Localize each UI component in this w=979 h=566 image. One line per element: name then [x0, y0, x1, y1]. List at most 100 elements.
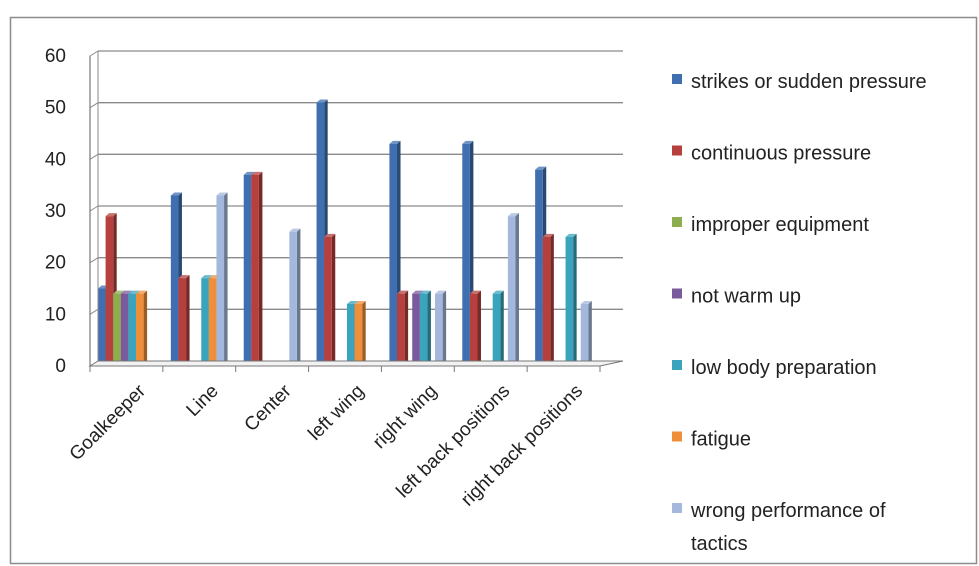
y-tick-label: 40	[45, 149, 66, 170]
bar-side	[405, 291, 409, 366]
bar-side	[515, 213, 519, 366]
bar-side	[500, 291, 504, 366]
y-tick-label: 20	[45, 253, 66, 274]
bar-side	[477, 291, 481, 366]
bar	[216, 193, 227, 367]
legend-label: improper equipment	[691, 214, 869, 236]
legend-label-line: tactics	[691, 533, 748, 555]
bar	[289, 229, 300, 366]
bar-side	[427, 291, 431, 366]
legend-swatch	[672, 74, 682, 84]
legend-label: wrong performance of tactics	[690, 500, 886, 555]
bar-front	[420, 294, 428, 366]
x-tick-label: right wing	[369, 381, 441, 453]
x-tick-label: Center	[241, 380, 297, 436]
legend-label: not warm up	[691, 286, 801, 308]
legend-swatch	[672, 289, 682, 299]
floor	[90, 361, 623, 366]
bar-front	[412, 294, 420, 366]
bar-front	[508, 216, 516, 366]
bar-side	[588, 301, 592, 366]
bar-side	[144, 291, 148, 366]
bar-front	[128, 294, 136, 366]
legend-label: continuous pressure	[691, 143, 871, 165]
legend-label-line: low body preparation	[691, 357, 877, 379]
bar-front	[251, 175, 259, 366]
legend-item: wrong performance of tactics	[672, 500, 886, 555]
bar-side	[362, 301, 366, 366]
bar-front	[389, 144, 397, 366]
bar-front	[178, 278, 186, 366]
gridline-side	[90, 154, 98, 159]
x-axis-ticks: Goalkeeper Line Center left wing right wingl…	[66, 380, 587, 510]
bar-front	[470, 294, 478, 366]
bars	[98, 100, 592, 367]
legend-item: improper equipment	[672, 214, 869, 236]
bar	[508, 213, 519, 366]
legend-item: strikes or sudden pressure	[672, 71, 927, 93]
bar-front	[493, 294, 501, 366]
legend-label-line: not warm up	[691, 286, 801, 308]
legend-item: continuous pressure	[672, 143, 871, 165]
legend-label-line: strikes or sudden pressure	[691, 71, 927, 93]
bar-front	[347, 304, 355, 366]
bar	[470, 291, 481, 366]
y-tick-label: 0	[55, 356, 66, 377]
bar-front	[543, 237, 551, 366]
y-axis-ticks: 0 10 20 30 40 50 60	[45, 46, 66, 377]
bar	[136, 291, 147, 366]
bar-side	[297, 229, 301, 366]
bar-side	[186, 275, 190, 366]
gridline-side	[90, 206, 98, 211]
legend-label-line: fatigue	[691, 429, 751, 451]
x-tick-label: left wing	[304, 381, 368, 445]
bar-front	[209, 278, 217, 366]
legend-item: fatigue	[672, 429, 751, 451]
bar	[493, 291, 504, 366]
bar-side	[443, 291, 447, 366]
bar-side	[332, 234, 336, 366]
bar-front	[397, 294, 405, 366]
bar-front	[171, 196, 179, 367]
bar-front	[535, 170, 543, 366]
legend-item: not warm up	[672, 286, 801, 308]
bar-side	[550, 234, 554, 366]
bar-front	[462, 144, 470, 366]
legend-swatch	[672, 432, 682, 442]
legend-label-line: continuous pressure	[691, 143, 871, 165]
bar-front	[317, 103, 325, 367]
bar-front	[581, 304, 589, 366]
legend-swatch	[672, 146, 682, 156]
bar-side	[224, 193, 228, 367]
legend-swatch	[672, 217, 682, 227]
gridline-side	[90, 309, 98, 314]
x-tick-label: Goalkeeper	[66, 380, 151, 465]
bar	[355, 301, 366, 366]
bar	[566, 234, 577, 366]
bar-front	[136, 294, 144, 366]
y-tick-label: 60	[45, 46, 66, 67]
bar-front	[324, 237, 332, 366]
legend-item: low body preparation	[672, 357, 877, 379]
bar-side	[573, 234, 577, 366]
bar-side	[259, 172, 263, 366]
bar	[543, 234, 554, 366]
bar	[420, 291, 431, 366]
gridline-side	[90, 103, 98, 108]
legend-swatch	[672, 360, 682, 370]
bar	[435, 291, 446, 366]
legend-label: low body preparation	[691, 357, 877, 379]
x-tick-label: right back positions	[457, 381, 587, 511]
bar	[324, 234, 335, 366]
gridline-side	[90, 258, 98, 263]
bar-front	[216, 196, 224, 367]
bar-front	[106, 216, 114, 366]
bar	[581, 301, 592, 366]
x-tick-label: Line	[183, 381, 223, 421]
bar-front	[113, 294, 121, 366]
legend-label-line: wrong performance of	[690, 500, 886, 522]
y-tick-label: 10	[45, 304, 66, 325]
bar-front	[435, 294, 443, 366]
legend-label-line: improper equipment	[691, 214, 869, 236]
